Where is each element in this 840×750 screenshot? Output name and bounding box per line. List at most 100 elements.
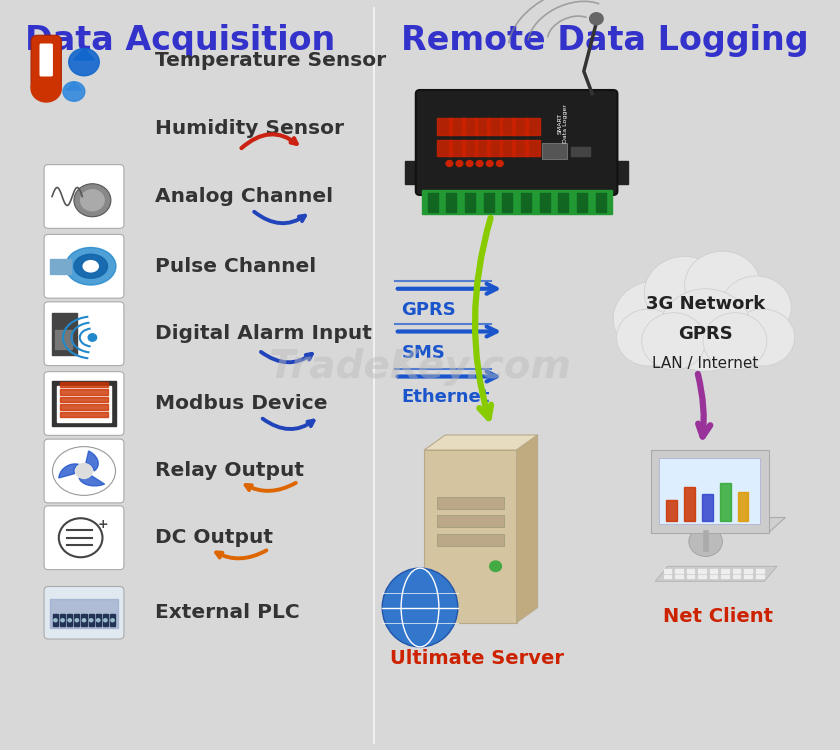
FancyBboxPatch shape xyxy=(39,44,53,76)
Bar xyxy=(744,569,752,573)
Bar xyxy=(89,614,94,626)
Bar xyxy=(55,330,72,349)
Circle shape xyxy=(446,160,453,166)
Circle shape xyxy=(617,309,680,366)
Bar xyxy=(462,140,477,156)
Text: Remote Data Logging: Remote Data Logging xyxy=(401,24,809,57)
Text: Humidity Sensor: Humidity Sensor xyxy=(155,119,344,139)
Circle shape xyxy=(496,160,503,166)
Bar xyxy=(437,496,504,508)
Polygon shape xyxy=(517,435,538,622)
Text: GPRS: GPRS xyxy=(402,301,456,319)
Bar xyxy=(702,494,712,520)
Text: Ethernet: Ethernet xyxy=(402,388,490,406)
Bar xyxy=(57,386,111,422)
Bar xyxy=(756,569,764,573)
Circle shape xyxy=(63,82,85,101)
Bar xyxy=(687,569,695,573)
Bar xyxy=(756,574,764,578)
Bar xyxy=(110,614,115,626)
Circle shape xyxy=(486,160,493,166)
Polygon shape xyxy=(79,476,105,486)
Bar xyxy=(60,382,108,387)
Circle shape xyxy=(456,160,463,166)
Bar xyxy=(542,142,567,159)
Bar xyxy=(60,412,108,417)
Bar xyxy=(720,483,731,520)
Text: Digital Alarm Input: Digital Alarm Input xyxy=(155,324,372,344)
Bar xyxy=(462,118,477,135)
Polygon shape xyxy=(651,450,769,532)
Text: DC Output: DC Output xyxy=(155,528,273,548)
Bar xyxy=(577,194,587,212)
Bar xyxy=(53,614,58,626)
Text: Relay Output: Relay Output xyxy=(155,461,304,481)
Text: LAN / Internet: LAN / Internet xyxy=(653,356,759,371)
Bar xyxy=(732,574,741,578)
Bar xyxy=(675,574,683,578)
Text: +: + xyxy=(97,518,108,531)
Bar xyxy=(67,614,72,626)
Bar xyxy=(446,194,456,212)
Circle shape xyxy=(703,313,767,370)
FancyBboxPatch shape xyxy=(45,165,124,228)
Bar xyxy=(449,140,465,156)
Bar xyxy=(732,569,741,573)
Circle shape xyxy=(97,619,100,622)
Polygon shape xyxy=(655,566,777,581)
Bar xyxy=(428,194,438,212)
Circle shape xyxy=(90,619,93,622)
Circle shape xyxy=(689,526,722,556)
Circle shape xyxy=(82,619,86,622)
Bar xyxy=(437,515,504,527)
Ellipse shape xyxy=(382,568,458,646)
Bar xyxy=(102,614,108,626)
Text: SMS: SMS xyxy=(402,344,445,362)
Circle shape xyxy=(76,619,79,622)
FancyBboxPatch shape xyxy=(45,371,124,435)
Bar xyxy=(500,140,515,156)
Bar xyxy=(60,404,108,410)
Bar xyxy=(512,118,528,135)
Bar xyxy=(571,147,590,156)
Circle shape xyxy=(476,160,483,166)
Circle shape xyxy=(490,561,501,572)
Bar xyxy=(710,574,717,578)
Polygon shape xyxy=(651,518,785,532)
Circle shape xyxy=(731,309,795,366)
Bar xyxy=(500,118,515,135)
Bar xyxy=(437,118,452,135)
Circle shape xyxy=(59,518,102,557)
Bar xyxy=(666,500,677,520)
Circle shape xyxy=(104,619,108,622)
Circle shape xyxy=(642,313,706,370)
Circle shape xyxy=(88,334,97,341)
Bar xyxy=(596,194,606,212)
Bar xyxy=(502,194,512,212)
Polygon shape xyxy=(424,435,538,450)
Circle shape xyxy=(81,190,104,211)
Circle shape xyxy=(76,464,92,478)
Text: Net Client: Net Client xyxy=(664,608,773,626)
Text: GPRS: GPRS xyxy=(678,325,733,343)
FancyBboxPatch shape xyxy=(45,586,124,639)
Bar xyxy=(487,140,502,156)
Text: External PLC: External PLC xyxy=(155,603,300,622)
Bar xyxy=(52,381,116,426)
Bar xyxy=(512,140,528,156)
Circle shape xyxy=(613,281,697,356)
Bar xyxy=(687,574,695,578)
Circle shape xyxy=(721,276,791,339)
Bar xyxy=(81,614,87,626)
Bar xyxy=(613,161,628,184)
Bar xyxy=(475,118,490,135)
Bar xyxy=(60,397,108,402)
Circle shape xyxy=(31,75,61,102)
Ellipse shape xyxy=(83,261,98,272)
Polygon shape xyxy=(86,451,98,471)
Circle shape xyxy=(54,619,57,622)
Circle shape xyxy=(659,289,752,371)
FancyBboxPatch shape xyxy=(416,90,617,195)
Bar xyxy=(698,569,706,573)
Bar xyxy=(521,194,531,212)
